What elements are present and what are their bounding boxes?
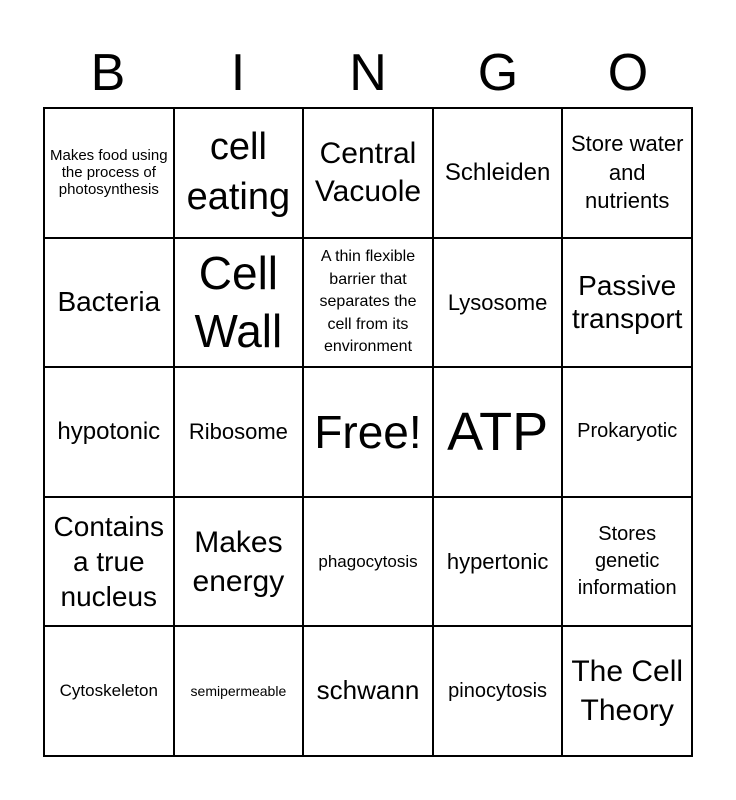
header-letter-n: N (349, 44, 387, 102)
bingo-cell[interactable]: hypotonic (44, 367, 174, 497)
bingo-grid: Makes food using the process of photosyn… (43, 107, 693, 757)
header-letter-i: I (230, 44, 246, 102)
bingo-cell[interactable]: Makes energy (173, 496, 304, 627)
bingo-cell[interactable]: Stores genetic information (562, 496, 692, 627)
bingo-cell[interactable]: pinocytosis (432, 626, 563, 756)
bingo-cell[interactable]: hypertonic (432, 496, 563, 627)
bingo-cell[interactable]: Makes food using the process of photosyn… (44, 108, 174, 238)
header-letter-o: O (607, 44, 649, 102)
bingo-cell[interactable]: cell eating (173, 108, 304, 238)
bingo-cell[interactable]: Lysosome (432, 237, 563, 368)
bingo-cell[interactable]: Central Vacuole (303, 108, 433, 238)
bingo-cell[interactable]: Ribosome (173, 367, 304, 497)
bingo-cell[interactable]: Store water and nutrients (562, 108, 692, 238)
bingo-cell[interactable]: Contains a true nucleus (44, 496, 174, 627)
header-letter-b: B (90, 44, 126, 102)
bingo-cell[interactable]: phagocytosis (303, 496, 433, 627)
header-letter-g: G (477, 44, 519, 102)
bingo-cell[interactable]: Prokaryotic (562, 367, 692, 497)
bingo-cell-free[interactable]: Free! (303, 367, 433, 497)
bingo-cell[interactable]: Cytoskeleton (44, 626, 174, 756)
bingo-cell[interactable]: Schleiden (432, 108, 563, 238)
bingo-cell[interactable]: ATP (432, 367, 563, 497)
bingo-cell[interactable]: Passive transport (562, 237, 692, 368)
bingo-cell[interactable]: A thin flexible barrier that separates t… (303, 237, 433, 368)
bingo-cell[interactable]: Cell Wall (173, 237, 304, 368)
bingo-cell[interactable]: schwann (303, 626, 433, 756)
bingo-header: B I N G O (43, 40, 693, 106)
bingo-cell[interactable]: The Cell Theory (562, 626, 692, 756)
bingo-cell[interactable]: semipermeable (173, 626, 304, 756)
bingo-cell[interactable]: Bacteria (44, 237, 174, 368)
